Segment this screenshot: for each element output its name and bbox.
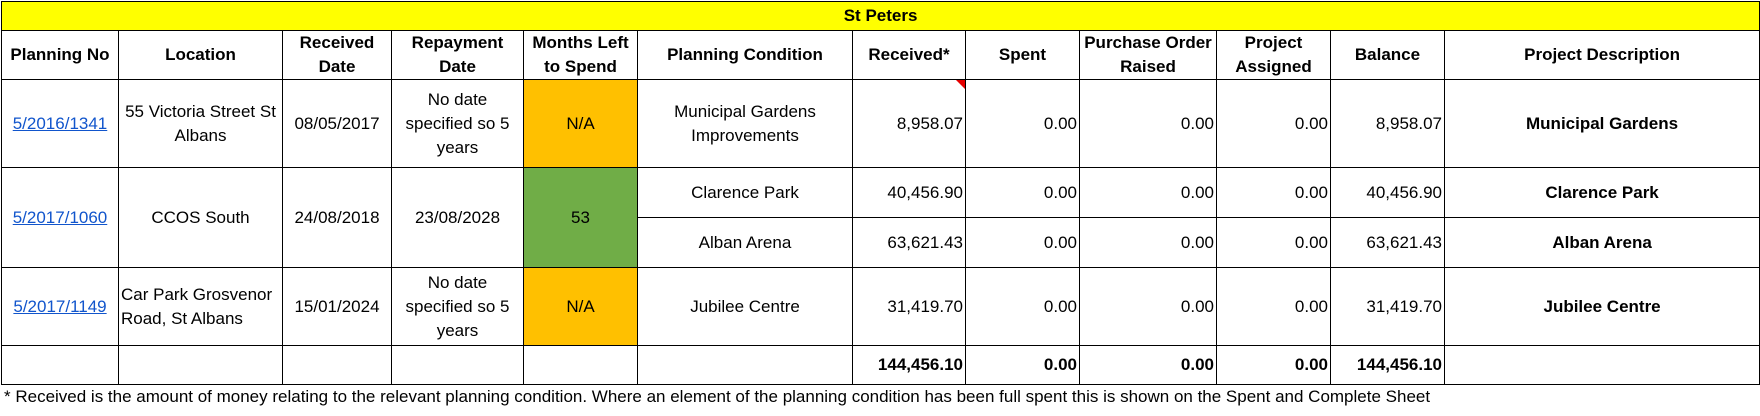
header-location[interactable]: Location [118, 30, 283, 80]
sheet-title[interactable]: St Peters [0, 1, 1760, 31]
project-description-cell[interactable]: Municipal Gardens [1443, 79, 1760, 168]
empty-cell[interactable] [391, 345, 524, 385]
header-balance[interactable]: Balance [1330, 30, 1445, 80]
planning-no-link[interactable]: 5/2016/1341 [12, 113, 108, 133]
total-received-cell[interactable]: 144,456.10 [852, 345, 966, 385]
planning-no-link[interactable]: 5/2017/1060 [12, 207, 108, 227]
total-balance-cell[interactable]: 144,456.10 [1330, 345, 1445, 385]
spent-cell[interactable]: 0.00 [965, 267, 1080, 346]
received-value: 8,958.07 [896, 113, 963, 133]
total-project-assigned-cell[interactable]: 0.00 [1216, 345, 1331, 385]
empty-cell[interactable] [1, 345, 119, 385]
header-repayment-date[interactable]: Repayment Date [391, 30, 524, 80]
received-cell[interactable]: 8,958.07 [852, 79, 966, 168]
header-project-description[interactable]: Project Description [1443, 30, 1760, 80]
header-project-assigned[interactable]: Project Assigned [1216, 30, 1331, 80]
project-assigned-cell[interactable]: 0.00 [1216, 79, 1331, 168]
received-cell[interactable]: 63,621.43 [852, 217, 966, 268]
header-planning-condition[interactable]: Planning Condition [637, 30, 853, 80]
received-date-cell[interactable]: 08/05/2017 [282, 79, 392, 168]
table-row: 5/2017/1149 Car Park Grosvenor Road, St … [1, 267, 1760, 346]
received-date-cell[interactable]: 24/08/2018 [282, 167, 392, 268]
location-cell[interactable]: Car Park Grosvenor Road, St Albans [118, 267, 283, 346]
spent-cell[interactable]: 0.00 [965, 217, 1080, 268]
table-row: 5/2017/1060 CCOS South 24/08/2018 23/08/… [1, 167, 1760, 268]
header-months-left[interactable]: Months Left to Spend [523, 30, 638, 80]
purchase-order-cell[interactable]: 0.00 [1079, 267, 1217, 346]
table-row: 5/2016/1341 55 Victoria Street St Albans… [1, 79, 1760, 168]
planning-no-cell[interactable]: 5/2017/1149 [1, 267, 119, 346]
repayment-date-cell[interactable]: No date specified so 5 years [391, 267, 524, 346]
months-left-cell[interactable]: 53 [523, 167, 638, 268]
st-peters-table: St Peters Planning No Location Received … [0, 1, 1760, 385]
header-received[interactable]: Received* [852, 30, 966, 80]
header-row: Planning No Location Received Date Repay… [1, 30, 1760, 80]
spent-cell[interactable]: 0.00 [965, 79, 1080, 168]
balance-cell[interactable]: 31,419.70 [1330, 267, 1445, 346]
comment-indicator-icon[interactable] [956, 80, 965, 89]
purchase-order-cell[interactable]: 0.00 [1079, 167, 1217, 218]
received-date-cell[interactable]: 15/01/2024 [282, 267, 392, 346]
received-cell[interactable]: 31,419.70 [852, 267, 966, 346]
empty-cell[interactable] [523, 345, 638, 385]
planning-condition-cell[interactable]: Clarence Park [637, 167, 853, 218]
total-spent-cell[interactable]: 0.00 [965, 345, 1080, 385]
planning-condition-cell[interactable]: Jubilee Centre [637, 267, 853, 346]
header-received-date[interactable]: Received Date [282, 30, 392, 80]
purchase-order-cell[interactable]: 0.00 [1079, 217, 1217, 268]
empty-cell[interactable] [282, 345, 392, 385]
header-planning-no[interactable]: Planning No [1, 30, 119, 80]
project-assigned-cell[interactable]: 0.00 [1216, 167, 1331, 218]
months-left-cell[interactable]: N/A [523, 267, 638, 346]
planning-condition-cell[interactable]: Municipal Gardens Improvements [637, 79, 853, 168]
location-cell[interactable]: CCOS South [118, 167, 283, 268]
planning-no-cell[interactable]: 5/2016/1341 [1, 79, 119, 168]
project-description-cell[interactable]: Jubilee Centre [1443, 267, 1760, 346]
purchase-order-cell[interactable]: 0.00 [1079, 79, 1217, 168]
balance-cell[interactable]: 8,958.07 [1330, 79, 1445, 168]
project-assigned-cell[interactable]: 0.00 [1216, 217, 1331, 268]
empty-cell[interactable] [1443, 345, 1760, 385]
footnote: * Received is the amount of money relati… [4, 387, 1431, 406]
header-spent[interactable]: Spent [965, 30, 1080, 80]
balance-cell[interactable]: 63,621.43 [1330, 217, 1445, 268]
spent-cell[interactable]: 0.00 [965, 167, 1080, 218]
header-purchase-order[interactable]: Purchase Order Raised [1079, 30, 1217, 80]
total-purchase-order-cell[interactable]: 0.00 [1079, 345, 1217, 385]
received-cell[interactable]: 40,456.90 [852, 167, 966, 218]
months-left-cell[interactable]: N/A [523, 79, 638, 168]
repayment-date-cell[interactable]: 23/08/2028 [391, 167, 524, 268]
location-cell[interactable]: 55 Victoria Street St Albans [118, 79, 283, 168]
empty-cell[interactable] [118, 345, 283, 385]
totals-row: 144,456.10 0.00 0.00 0.00 144,456.10 [1, 345, 1760, 385]
balance-cell[interactable]: 40,456.90 [1330, 167, 1445, 218]
table-row: Alban Arena 63,621.43 0.00 0.00 0.00 63,… [2, 217, 1760, 268]
planning-no-link[interactable]: 5/2017/1149 [13, 296, 107, 316]
planning-no-cell[interactable]: 5/2017/1060 [1, 167, 119, 268]
project-assigned-cell[interactable]: 0.00 [1216, 267, 1331, 346]
planning-condition-cell[interactable]: Alban Arena [637, 217, 853, 268]
project-description-cell[interactable]: Alban Arena [1443, 217, 1760, 268]
repayment-date-cell[interactable]: No date specified so 5 years [391, 79, 524, 168]
project-description-cell[interactable]: Clarence Park [1443, 167, 1760, 218]
empty-cell[interactable] [637, 345, 853, 385]
